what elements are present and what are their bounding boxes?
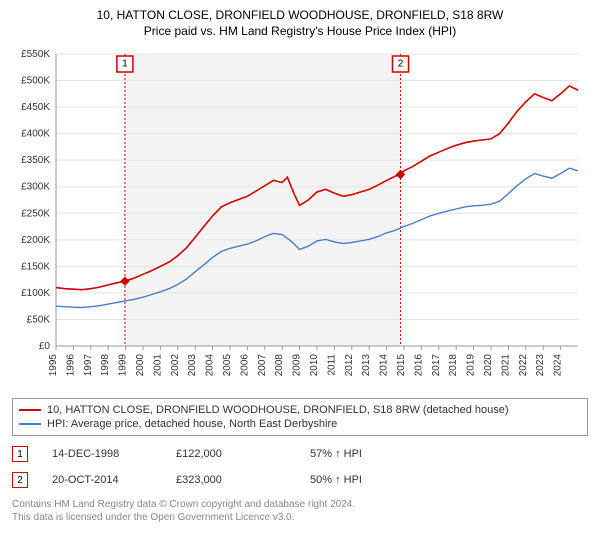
svg-text:£0: £0 [39, 341, 51, 352]
svg-text:2016: 2016 [413, 354, 424, 377]
transaction-badge: 2 [12, 472, 28, 488]
svg-text:£450K: £450K [21, 102, 50, 113]
svg-text:2024: 2024 [553, 354, 564, 377]
svg-text:2021: 2021 [500, 354, 511, 377]
transactions-table: 1 14-DEC-1998 £122,000 57% ↑ HPI 2 20-OCT-201… [12, 444, 588, 496]
svg-text:2018: 2018 [448, 354, 459, 377]
transaction-price: £122,000 [176, 448, 286, 460]
svg-text:2: 2 [398, 59, 404, 70]
svg-text:£200K: £200K [21, 235, 50, 246]
legend-label: HPI: Average price, detached house, Nort… [47, 418, 337, 430]
svg-text:£400K: £400K [21, 129, 50, 140]
svg-text:2007: 2007 [257, 354, 268, 377]
chart-plot-area: £0 £50K £100K £150K £200K £250K £300K £350K £400… [12, 44, 588, 392]
transaction-row: 1 14-DEC-1998 £122,000 57% ↑ HPI [12, 444, 588, 470]
transaction-date: 14-DEC-1998 [52, 448, 152, 460]
svg-text:2011: 2011 [326, 354, 337, 376]
svg-text:2017: 2017 [431, 354, 442, 377]
svg-text:£100K: £100K [21, 288, 50, 299]
svg-text:2000: 2000 [135, 354, 146, 377]
transaction-price: £323,000 [176, 474, 286, 486]
svg-text:1997: 1997 [83, 354, 94, 377]
svg-text:£300K: £300K [21, 182, 50, 193]
svg-text:2013: 2013 [361, 354, 372, 377]
legend-label: 10, HATTON CLOSE, DRONFIELD WOODHOUSE, D… [47, 404, 509, 416]
svg-text:2009: 2009 [292, 354, 303, 377]
svg-text:£350K: £350K [21, 155, 50, 166]
footnote: Contains HM Land Registry data © Crown c… [12, 498, 588, 524]
svg-text:2020: 2020 [483, 354, 494, 377]
transaction-date: 20-OCT-2014 [52, 474, 152, 486]
svg-text:£550K: £550K [21, 49, 50, 60]
footnote-line: This data is licensed under the Open Gov… [12, 511, 588, 524]
svg-text:£500K: £500K [21, 76, 50, 87]
svg-text:2022: 2022 [518, 354, 529, 377]
legend-box: 10, HATTON CLOSE, DRONFIELD WOODHOUSE, D… [12, 398, 588, 436]
transaction-note: 50% ↑ HPI [310, 474, 362, 486]
svg-text:2003: 2003 [187, 354, 198, 377]
svg-text:1996: 1996 [65, 354, 76, 377]
transaction-note: 57% ↑ HPI [310, 448, 362, 460]
chart-subtitle: Price paid vs. HM Land Registry's House … [12, 24, 588, 38]
svg-text:2002: 2002 [170, 354, 181, 377]
transaction-row: 2 20-OCT-2014 £323,000 50% ↑ HPI [12, 470, 588, 496]
footnote-line: Contains HM Land Registry data © Crown c… [12, 498, 588, 511]
svg-text:£50K: £50K [27, 314, 51, 325]
svg-text:2004: 2004 [205, 354, 216, 377]
line-chart-svg: £0 £50K £100K £150K £200K £250K £300K £350K £400… [12, 44, 588, 392]
svg-text:2012: 2012 [344, 354, 355, 377]
svg-text:2008: 2008 [274, 354, 285, 377]
chart-title: 10, HATTON CLOSE, DRONFIELD WOODHOUSE, D… [12, 8, 588, 22]
legend-swatch [19, 423, 41, 425]
legend-swatch [19, 409, 41, 411]
svg-text:£150K: £150K [21, 261, 50, 272]
transaction-badge: 1 [12, 446, 28, 462]
svg-text:2001: 2001 [152, 354, 163, 377]
svg-text:2023: 2023 [535, 354, 546, 377]
svg-text:2010: 2010 [309, 354, 320, 377]
svg-text:2019: 2019 [466, 354, 477, 377]
svg-text:£250K: £250K [21, 208, 50, 219]
legend-item: HPI: Average price, detached house, Nort… [19, 417, 581, 431]
svg-text:2005: 2005 [222, 354, 233, 377]
svg-text:1998: 1998 [100, 354, 111, 377]
legend-item: 10, HATTON CLOSE, DRONFIELD WOODHOUSE, D… [19, 403, 581, 417]
chart-container: 10, HATTON CLOSE, DRONFIELD WOODHOUSE, D… [0, 0, 600, 524]
svg-text:1999: 1999 [118, 354, 129, 377]
svg-text:2006: 2006 [239, 354, 250, 377]
svg-text:1: 1 [122, 59, 128, 70]
svg-text:2015: 2015 [396, 354, 407, 377]
svg-text:1995: 1995 [48, 354, 59, 377]
svg-text:2014: 2014 [379, 354, 390, 377]
